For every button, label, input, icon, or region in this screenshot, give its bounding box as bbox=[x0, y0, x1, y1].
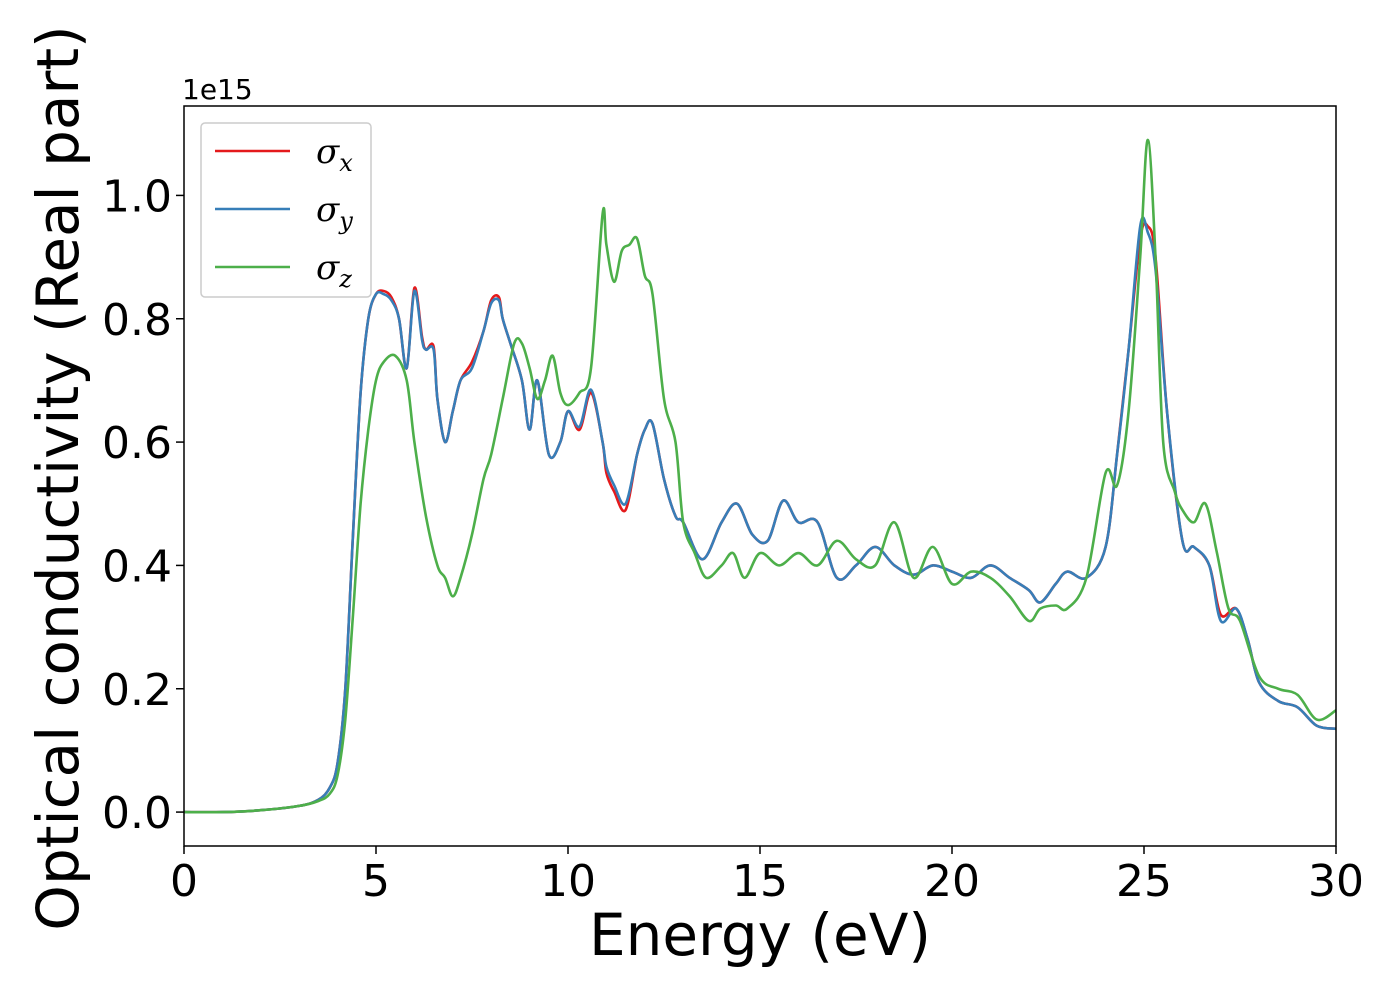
series-line-z bbox=[183, 138, 1337, 814]
x-tick-label: 5 bbox=[362, 856, 390, 907]
x-tick-label: 25 bbox=[1116, 856, 1172, 907]
x-axis-ticks: 0 5 10 15 20 25 30 bbox=[170, 846, 1364, 907]
x-tick-label: 30 bbox=[1308, 856, 1364, 907]
series-line-x bbox=[183, 222, 1337, 814]
y-tick-label: 0.2 bbox=[102, 665, 172, 716]
y-axis-label: Optical conductivity (Real part) bbox=[24, 25, 92, 930]
series-layer bbox=[183, 138, 1337, 814]
x-tick-label: 20 bbox=[924, 856, 980, 907]
y-tick-label: 0.6 bbox=[102, 418, 172, 469]
x-tick-label: 0 bbox=[170, 856, 198, 907]
x-tick-label: 15 bbox=[732, 856, 788, 907]
x-axis-label: Energy (eV) bbox=[589, 901, 931, 969]
x-tick-label: 10 bbox=[540, 856, 596, 907]
y-tick-label: 0.8 bbox=[102, 295, 172, 346]
series-line-y bbox=[183, 216, 1337, 814]
y-axis-ticks: 0.0 0.2 0.4 0.6 0.8 1.0 bbox=[102, 171, 184, 839]
y-offset-text: 1e15 bbox=[182, 73, 253, 106]
y-tick-label: 0.0 bbox=[102, 788, 172, 839]
y-tick-label: 1.0 bbox=[102, 171, 172, 222]
y-tick-label: 0.4 bbox=[102, 541, 172, 592]
